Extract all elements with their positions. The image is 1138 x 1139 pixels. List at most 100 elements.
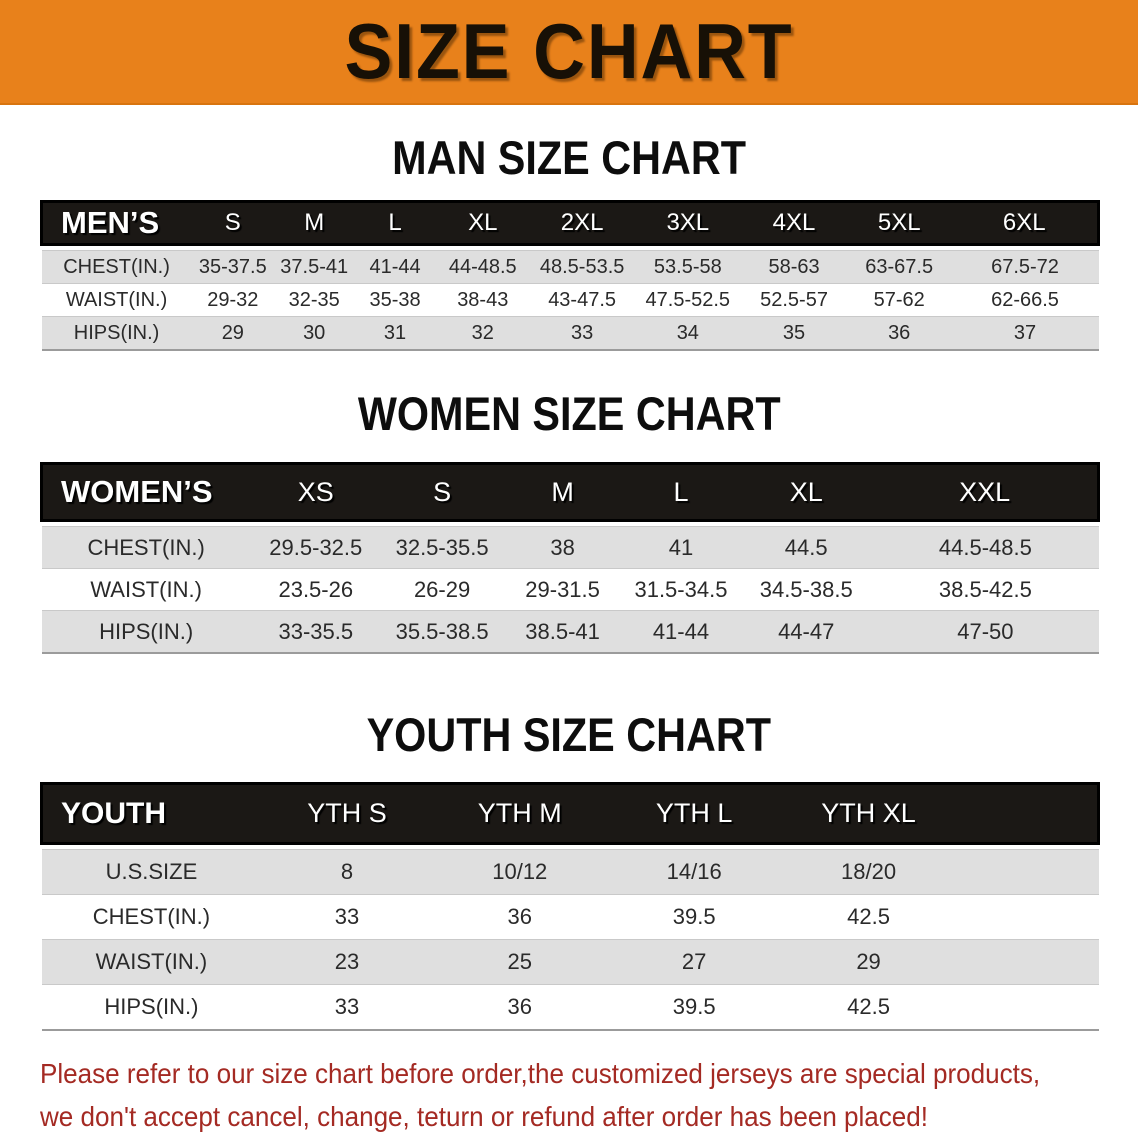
row-label: U.S.SIZE (41, 849, 262, 895)
spacer-cell (955, 939, 1099, 985)
column-header: 4XL (741, 200, 847, 246)
table-row-chest: CHEST(IN.) 29.5-32.5 32.5-35.5 38 41 44.… (41, 526, 1099, 569)
cell: 27 (606, 939, 782, 985)
men-section-title: MAN SIZE CHART (392, 131, 746, 184)
cell: 36 (507, 904, 533, 929)
table-row-waist: WAIST(IN.) 29-32 32-35 35-38 38-43 43-47… (42, 284, 1099, 317)
row-label: WAIST(IN.) (65, 288, 168, 311)
cell: 23 (261, 939, 433, 985)
disclaimer-note: Please refer to our size chart before or… (40, 1052, 1061, 1139)
mens-size-table: MEN’S S M L XL 2XL 3XL 4XL 5XL 6XL CHEST… (39, 200, 1100, 351)
table-row-hips: HIPS(IN.) 29 30 31 32 33 34 35 36 37 (41, 316, 1099, 351)
cell: 38-43 (457, 288, 509, 311)
cell: 29-31.5 (525, 576, 600, 602)
cell: 26-29 (413, 576, 471, 602)
cell: 44.5-48.5 (872, 526, 1099, 569)
disclaimer-line-1: Please refer to our size chart before or… (40, 1058, 1041, 1089)
table-row-waist: WAIST(IN.) 23 25 27 29 (41, 939, 1099, 985)
cell: 35.5-38.5 (380, 610, 504, 654)
cell: 35-38 (369, 288, 421, 311)
cell: 52.5-57 (760, 288, 828, 311)
column-header: YTH S (261, 782, 433, 845)
youth-header-row: YOUTH YTH S YTH M YTH L YTH XL (40, 782, 1100, 845)
spacer-cell (955, 984, 1099, 1031)
cell: 42.5 (847, 904, 890, 929)
youth-corner-label: YOUTH (40, 782, 262, 845)
cell: 43-47.5 (548, 288, 617, 311)
cell: 39.5 (672, 904, 716, 929)
cell: 29-32 (207, 288, 259, 311)
column-header: YTH L (606, 782, 782, 845)
cell: 10/12 (432, 849, 607, 895)
column-header: 5XL (846, 200, 952, 246)
column-header: YTH M (432, 782, 607, 845)
cell: 44.5 (740, 526, 873, 569)
cell: 38.5-42.5 (938, 576, 1032, 602)
womens-header-row: WOMEN’S XS S M L XL XXL (39, 462, 1101, 522)
cell: 36 (432, 984, 607, 1031)
cell: 39.5 (606, 984, 782, 1031)
table-row-waist: WAIST(IN.) 23.5-26 26-29 29-31.5 31.5-34… (42, 569, 1099, 611)
column-header: XL (740, 462, 873, 522)
youth-section-title: YOUTH SIZE CHART (366, 708, 772, 761)
cell: 33-35.5 (250, 610, 381, 654)
cell: 29 (781, 939, 956, 985)
cell: 29.5-32.5 (250, 526, 381, 569)
row-label: HIPS(IN.) (41, 316, 192, 351)
row-label: HIPS(IN.) (41, 984, 262, 1031)
header-gap (41, 244, 1099, 251)
row-label: HIPS(IN.) (41, 610, 251, 654)
cell: 47-50 (872, 610, 1099, 654)
header-gap (41, 520, 1099, 527)
cell: 47.5-52.5 (645, 288, 731, 311)
cell: 8 (261, 849, 433, 895)
cell: 53.5-58 (634, 250, 742, 284)
column-header: L (354, 200, 436, 246)
spacer-cell (956, 895, 1099, 940)
cell: 36 (846, 316, 952, 351)
row-label: CHEST(IN.) (41, 526, 251, 569)
row-label: CHEST(IN.) (41, 250, 192, 284)
women-section-title: WOMEN SIZE CHART (357, 387, 781, 440)
cell: 35-37.5 (191, 250, 275, 284)
table-row-hips: HIPS(IN.) 33-35.5 35.5-38.5 38.5-41 41-4… (41, 610, 1099, 654)
cell: 33 (334, 904, 360, 929)
table-row-chest: CHEST(IN.) 35-37.5 37.5-41 41-44 44-48.5… (41, 250, 1099, 284)
column-header: YTH XL (781, 782, 956, 845)
size-chart-banner: SIZE CHART (0, 0, 1138, 105)
cell: 35 (741, 316, 847, 351)
cell: 23.5-26 (278, 576, 354, 602)
column-header: XS (250, 462, 381, 522)
column-header: 2XL (529, 200, 635, 246)
column-header: S (380, 462, 504, 522)
cell: 18/20 (781, 849, 956, 895)
column-header: 6XL (951, 200, 1100, 246)
cell: 41 (621, 526, 741, 569)
row-label: WAIST(IN.) (41, 939, 262, 985)
banner-title: SIZE CHART (344, 7, 794, 95)
cell: 48.5-53.5 (529, 250, 635, 284)
table-row-hips: HIPS(IN.) 33 36 39.5 42.5 (41, 984, 1099, 1031)
cell: 67.5-72 (951, 250, 1099, 284)
column-header: S (191, 200, 275, 246)
cell: 62-66.5 (991, 288, 1059, 311)
cell: 57-62 (873, 288, 925, 311)
table-row-chest: CHEST(IN.) 33 36 39.5 42.5 (42, 895, 1099, 940)
cell: 37.5-41 (274, 250, 355, 284)
youth-size-table: YOUTH YTH S YTH M YTH L YTH XL U.S.SIZE … (40, 782, 1100, 1031)
cell: 29 (191, 316, 275, 351)
spacer-cell (955, 782, 1100, 845)
column-header: 3XL (634, 200, 742, 246)
cell: 31.5-34.5 (634, 576, 728, 602)
cell: 38 (503, 526, 622, 569)
cell: 58-63 (741, 250, 847, 284)
row-label: WAIST(IN.) (90, 576, 202, 602)
cell: 37 (951, 316, 1099, 351)
column-header: XXL (872, 462, 1101, 522)
cell: 41-44 (354, 250, 436, 284)
cell: 63-67.5 (846, 250, 952, 284)
column-header: L (621, 462, 741, 522)
cell: 41-44 (621, 610, 741, 654)
cell: 34 (634, 316, 742, 351)
cell: 42.5 (781, 984, 956, 1031)
